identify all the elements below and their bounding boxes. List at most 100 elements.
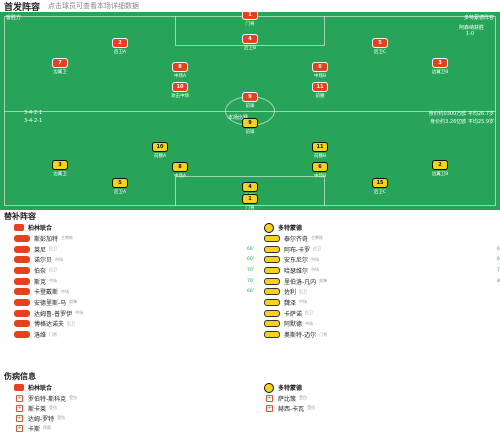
home-player[interactable]: 1 门将 bbox=[230, 12, 270, 27]
team-badge-icon bbox=[264, 309, 280, 317]
home-team-logo-icon bbox=[14, 224, 24, 231]
away-player[interactable]: 1 门将 bbox=[230, 194, 270, 210]
home-player[interactable]: 9 前锋 bbox=[230, 92, 270, 109]
sub-name: 斯克 bbox=[34, 278, 47, 286]
away-player[interactable]: 3 边翼卫 bbox=[40, 160, 80, 177]
sub-position: 后卫 bbox=[313, 246, 322, 252]
home-player[interactable]: 3 边翼卫B bbox=[420, 58, 460, 75]
player-name: 前腰 bbox=[315, 94, 325, 99]
sub-time: 66' bbox=[497, 246, 500, 252]
player-name: 前锋 bbox=[245, 104, 255, 109]
injury-row[interactable]: + 罗伯特-斯科克 受伤 bbox=[14, 393, 254, 403]
sub-name: 安德里斯-马 bbox=[34, 299, 67, 307]
sub-name: 达姆鲁-普罗伊 bbox=[34, 310, 73, 318]
home-player[interactable]: 2 后卫A bbox=[100, 38, 140, 55]
sub-row[interactable]: 斯彭加特 主教练 bbox=[14, 233, 254, 244]
team-badge-icon bbox=[14, 256, 30, 264]
injury-status: 受伤 bbox=[49, 405, 58, 410]
player-name: 边翼卫B bbox=[431, 70, 449, 75]
sub-name: 阿布-卡罗 bbox=[284, 246, 311, 254]
home-team-tag: 客胜方 bbox=[6, 15, 22, 21]
team-badge-icon bbox=[14, 309, 30, 317]
player-name: 中场A bbox=[173, 74, 187, 79]
home-player[interactable]: 6 中场B bbox=[300, 62, 340, 79]
away-player[interactable]: 15 后卫C bbox=[360, 178, 400, 195]
home-player[interactable]: 10 攻击中场 bbox=[160, 82, 200, 99]
injury-row[interactable]: + 达姆-罗特 受伤 bbox=[14, 413, 254, 423]
injury-status: 受伤 bbox=[69, 395, 78, 400]
sub-row[interactable]: 达姆鲁-普罗伊 中场 bbox=[14, 308, 254, 319]
lineup-header: 首发阵容 点击球员可查看本场详细数据 bbox=[0, 0, 500, 13]
sub-row[interactable]: 卡登戴斯 中场 66' bbox=[14, 286, 254, 297]
home-player[interactable]: 5 后卫C bbox=[360, 38, 400, 55]
sub-row[interactable]: 阿默德 中场 bbox=[264, 319, 500, 330]
home-player[interactable]: 4 后卫B bbox=[230, 34, 270, 51]
injury-section-title: 伤病信息 bbox=[4, 371, 36, 381]
lineup-title: 首发阵容 bbox=[4, 2, 41, 13]
sub-name: 卡萨诺 bbox=[284, 310, 303, 318]
player-name: 后卫C bbox=[373, 190, 387, 195]
away-injury-col: 多特蒙德 + 萨比策 受伤 + 赫西-卡瓦 受伤 bbox=[264, 382, 500, 413]
away-player[interactable]: 9 前锋 bbox=[230, 118, 270, 135]
jersey-icon: 5 bbox=[372, 38, 388, 48]
sub-name: 奥斯特-迈尔 bbox=[284, 332, 317, 340]
injury-row[interactable]: + 卡斯 停赛 bbox=[14, 423, 254, 433]
sub-time: 66' bbox=[247, 289, 254, 295]
sub-row[interactable]: 奥斯特-迈尔 门将 bbox=[264, 329, 500, 340]
away-player[interactable]: 2 边翼卫B bbox=[420, 160, 460, 177]
home-player[interactable]: 7 边翼卫 bbox=[40, 58, 80, 75]
away-player[interactable]: 8 中场A bbox=[160, 162, 200, 179]
injury-row[interactable]: + 萨比策 受伤 bbox=[264, 393, 500, 403]
injury-name: 萨比策 bbox=[278, 395, 297, 403]
sub-name: 安东尼尔 bbox=[284, 257, 309, 265]
injury-row[interactable]: + 赫西-卡瓦 受伤 bbox=[264, 403, 500, 413]
away-subs-team: 多特蒙德 bbox=[264, 222, 500, 233]
jersey-icon: 5 bbox=[112, 178, 128, 188]
jersey-icon: 10 bbox=[172, 82, 188, 92]
player-name: 中场B bbox=[313, 74, 327, 79]
injury-status: 受伤 bbox=[57, 415, 66, 420]
sub-row[interactable]: 洛维 门将 bbox=[14, 329, 254, 340]
team-badge-icon bbox=[14, 288, 30, 296]
sub-row[interactable]: 莱尼 后卫 66' bbox=[14, 244, 254, 255]
sub-row[interactable]: 斯克 中场 70' bbox=[14, 276, 254, 287]
injury-icon: + bbox=[266, 394, 273, 402]
sub-row[interactable]: 泰尔齐奇 主教练 bbox=[264, 233, 500, 244]
injury-status: 停赛 bbox=[43, 425, 52, 430]
sub-row[interactable]: 安德里斯-马 前锋 bbox=[14, 297, 254, 308]
sub-row[interactable]: 伯奈 后卫 70' bbox=[14, 265, 254, 276]
sub-row[interactable]: 卡萨诺 后卫 bbox=[264, 308, 500, 319]
sub-row[interactable]: 魏泽 中场 bbox=[264, 297, 500, 308]
bottom-penalty-box bbox=[175, 176, 325, 206]
team-badge-icon bbox=[264, 298, 280, 306]
away-player[interactable]: 10 前腰A bbox=[140, 142, 180, 159]
sub-row[interactable]: 博格达诺夫 后卫 bbox=[14, 319, 254, 330]
team-badge-icon bbox=[14, 331, 30, 339]
away-player[interactable]: 6 中场B bbox=[300, 162, 340, 179]
sub-row[interactable]: 佐利 后卫 bbox=[264, 286, 500, 297]
away-player[interactable]: 11 前腰B bbox=[300, 142, 340, 159]
home-player[interactable]: 11 前腰 bbox=[300, 82, 340, 99]
team-badge-icon bbox=[264, 331, 280, 339]
sub-position: 后卫 bbox=[299, 288, 308, 294]
home-player[interactable]: 8 中场A bbox=[160, 62, 200, 79]
home-team-logo-icon bbox=[14, 384, 24, 391]
injury-section-header: 伤病信息 bbox=[0, 371, 500, 381]
team-badge-icon bbox=[264, 288, 280, 296]
away-player[interactable]: 5 后卫A bbox=[100, 178, 140, 195]
sub-name: 佐利 bbox=[284, 289, 297, 297]
sub-position: 中场 bbox=[55, 256, 64, 262]
sub-time: 70' bbox=[247, 278, 254, 284]
sub-name: 博格达诺夫 bbox=[34, 321, 65, 329]
injury-row[interactable]: + 斯卡莱 受伤 bbox=[14, 403, 254, 413]
sub-row[interactable]: 诺尔贝 中场 60' bbox=[14, 254, 254, 265]
subs-section-header: 替补阵容 bbox=[0, 211, 500, 221]
away-team-tag: 多特蒙德阵容 bbox=[463, 15, 494, 21]
sub-position: 中场 bbox=[299, 299, 308, 305]
team-badge-icon bbox=[264, 277, 280, 285]
